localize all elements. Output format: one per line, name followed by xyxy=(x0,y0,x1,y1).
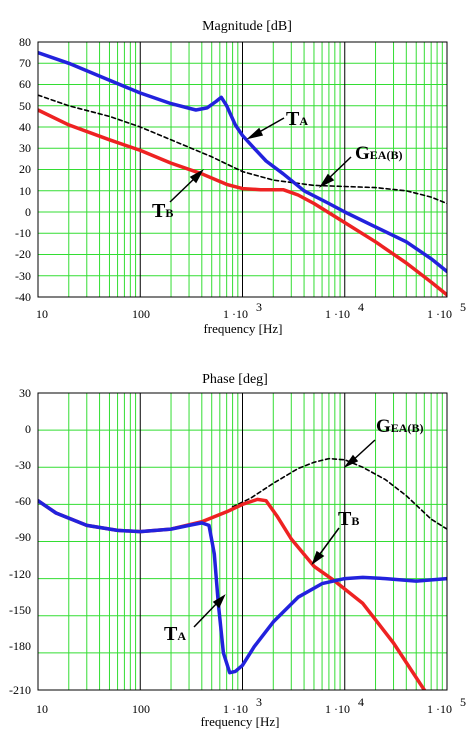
phase-title: Phase [deg] xyxy=(202,372,268,387)
phase-label-ta: TA xyxy=(164,623,186,645)
magnitude-x-tick: 1 ·10 xyxy=(223,307,248,321)
magnitude-y-tick: 60 xyxy=(19,77,31,91)
phase-y-tick: -150 xyxy=(9,603,31,617)
magnitude-x-tick: 1 ·10 xyxy=(325,307,350,321)
magnitude-arrow-tb xyxy=(169,175,198,203)
phase-y-tick: -30 xyxy=(15,458,31,472)
phase-x-tick: 1 ·10 xyxy=(325,702,350,716)
phase-series-ta xyxy=(38,498,447,675)
magnitude-arrowhead-ta xyxy=(246,127,264,140)
phase-x-axis-label: frequency [Hz] xyxy=(200,714,279,729)
magnitude-arrows xyxy=(169,117,352,203)
magnitude-label-ta: TA xyxy=(286,108,308,130)
magnitude-series xyxy=(38,50,447,297)
phase-arrowhead-tb xyxy=(311,550,325,565)
magnitude-x-tick: 10 xyxy=(36,307,48,321)
magnitude-x-tick-exponent: 3 xyxy=(256,300,262,314)
phase-series xyxy=(38,457,447,690)
magnitude-label-tb: TB xyxy=(152,200,173,222)
phase-arrow-ta xyxy=(193,600,220,628)
phase-arrows xyxy=(193,439,376,628)
magnitude-y-tick: 50 xyxy=(19,99,31,113)
magnitude-series-geab xyxy=(38,94,447,205)
magnitude-y-tick: 20 xyxy=(19,162,31,176)
magnitude-x-axis-label: frequency [Hz] xyxy=(203,321,282,336)
magnitude-grid xyxy=(38,41,447,298)
magnitude-y-tick: 10 xyxy=(19,184,31,198)
magnitude-y-tick: 30 xyxy=(19,141,31,155)
magnitude-y-tick: 40 xyxy=(19,120,31,134)
phase-x-tick: 1 ·10 xyxy=(427,702,452,716)
phase-label-tb: TB xyxy=(338,508,359,530)
magnitude-x-tick-exponent: 4 xyxy=(358,300,364,314)
magnitude-y-tick: 80 xyxy=(19,35,31,49)
magnitude-arrowhead-gea xyxy=(318,173,335,188)
magnitude-y-tick: -10 xyxy=(15,226,31,240)
phase-x-tick: 1 ·10 xyxy=(223,702,248,716)
magnitude-y-tick: -20 xyxy=(15,247,31,261)
phase-grid xyxy=(38,392,447,691)
magnitude-arrowhead-tb xyxy=(189,169,204,184)
magnitude-plot-frame xyxy=(37,41,448,298)
magnitude-series-ta xyxy=(38,50,447,274)
phase-plot-frame xyxy=(37,392,448,691)
magnitude-label-gea: GEA(B) xyxy=(355,143,402,164)
phase-x-tick-exponent: 3 xyxy=(256,695,262,709)
phase-x-tick: 100 xyxy=(132,702,150,716)
phase-arrowhead-ta xyxy=(212,594,226,609)
phase-y-tick: -90 xyxy=(15,530,31,544)
magnitude-x-tick-exponent: 5 xyxy=(460,300,466,314)
phase-y-tick: -210 xyxy=(9,683,31,697)
magnitude-chart: Magnitude [dB] 80 70 60 50 40 30 20 10 0… xyxy=(15,19,466,336)
phase-x-tick: 10 xyxy=(36,702,48,716)
phase-arrow-tb xyxy=(316,527,340,559)
magnitude-series-tb xyxy=(38,108,447,297)
magnitude-y-tick: -30 xyxy=(15,269,31,283)
phase-label-gea: GEA(B) xyxy=(376,416,423,437)
magnitude-x-tick: 100 xyxy=(132,307,150,321)
phase-chart: Phase [deg] 30 0 -30 -60 -90 -120 -150 -… xyxy=(9,372,466,729)
phase-arrowhead-gea xyxy=(343,454,359,468)
phase-y-tick: -180 xyxy=(9,639,31,653)
magnitude-y-tick: 0 xyxy=(25,205,31,219)
phase-y-tick: 0 xyxy=(25,422,31,436)
phase-y-tick: -120 xyxy=(9,567,31,581)
phase-x-tick-exponent: 5 xyxy=(460,695,466,709)
phase-series-geab xyxy=(231,457,447,530)
phase-y-tick: -60 xyxy=(15,494,31,508)
phase-x-tick-exponent: 4 xyxy=(358,695,364,709)
magnitude-title: Magnitude [dB] xyxy=(202,19,292,34)
phase-y-tick: 30 xyxy=(19,386,31,400)
magnitude-y-tick: -40 xyxy=(15,290,31,304)
magnitude-x-tick: 1 ·10 xyxy=(427,307,452,321)
magnitude-y-tick: 70 xyxy=(19,56,31,70)
